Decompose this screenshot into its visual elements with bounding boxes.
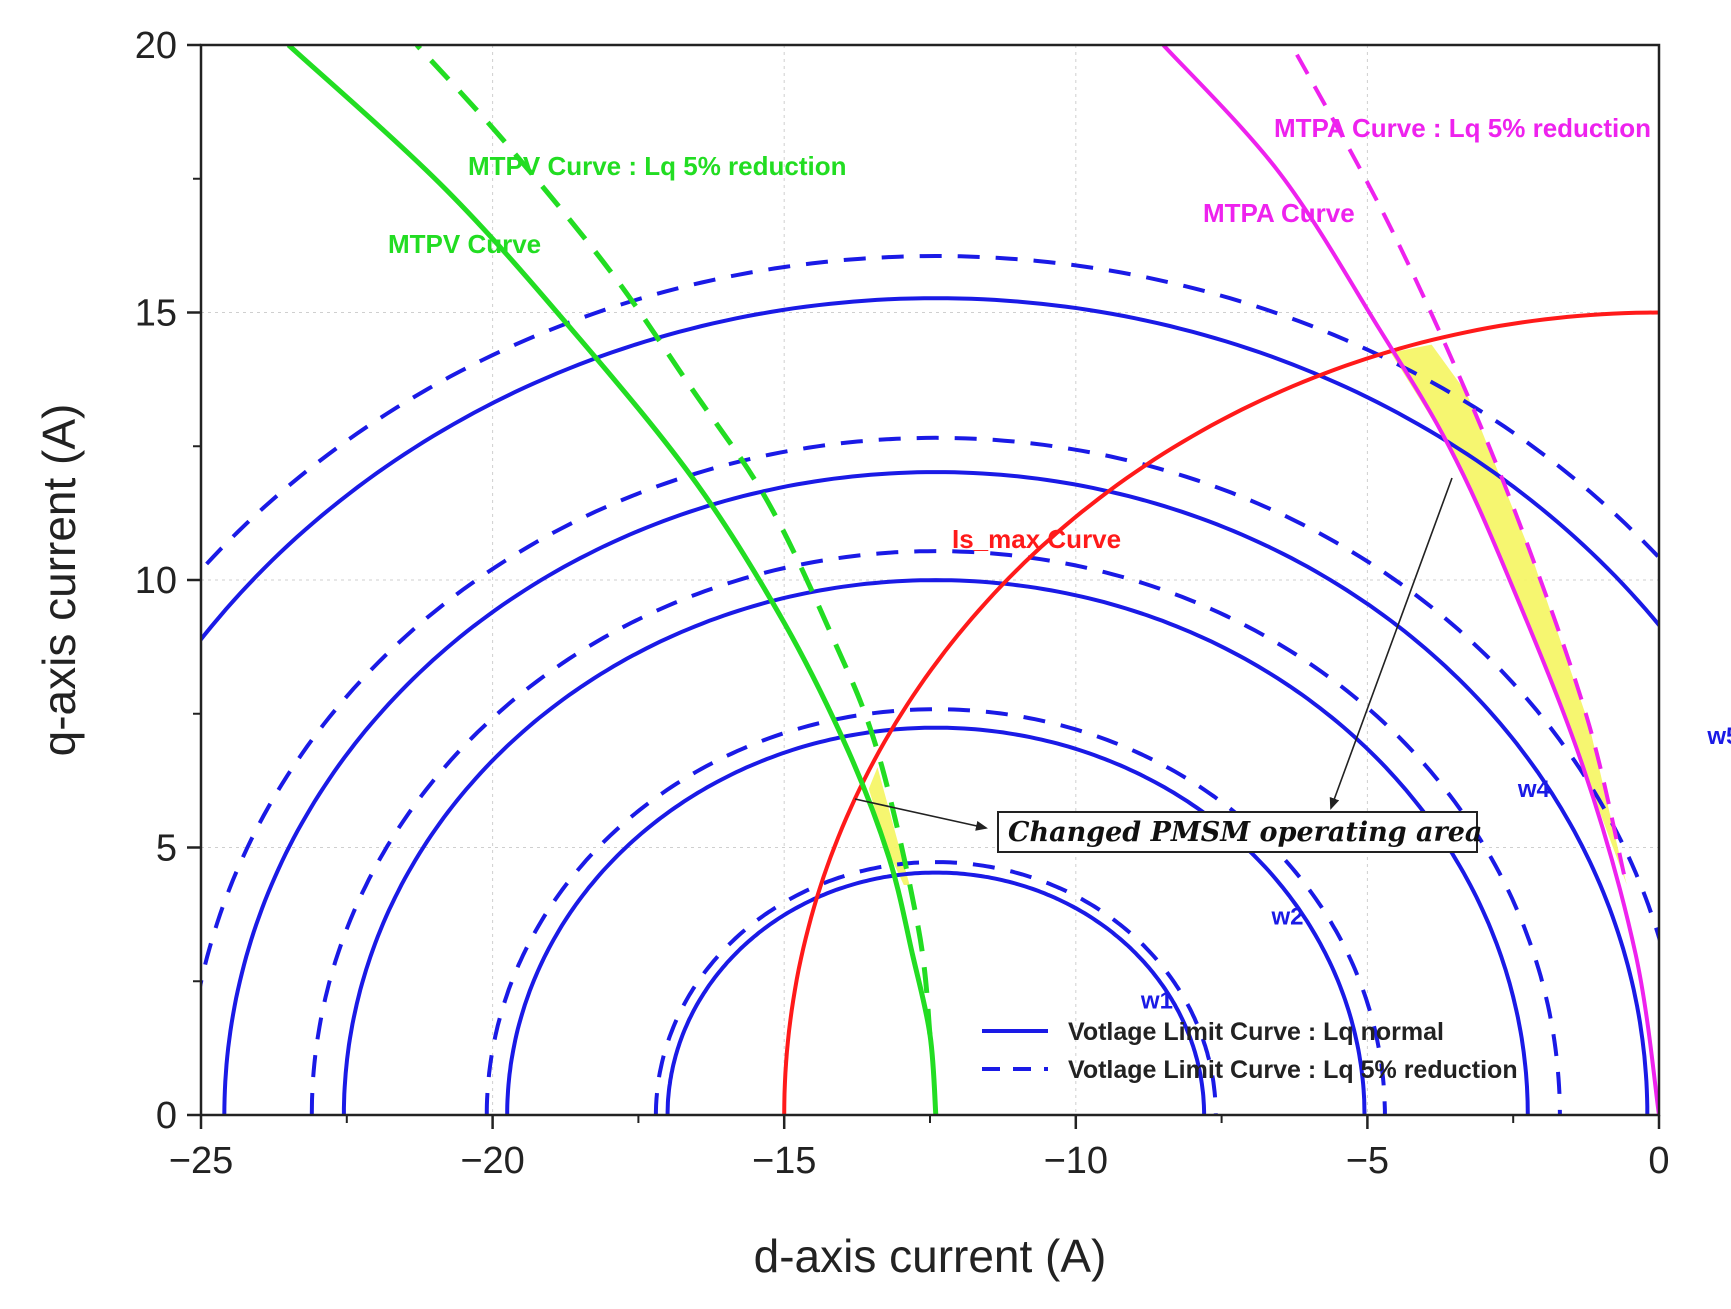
y-tick-label-0: 0	[156, 1095, 177, 1137]
x-tick-label-1: −20	[460, 1140, 524, 1182]
legend: Votlage Limit Curve : Lq normal Votlage …	[982, 1018, 1518, 1084]
operating-area-callout: Changed PMSM operating area	[854, 477, 1482, 853]
speed-label-w2: w2	[1270, 903, 1303, 930]
y-tick-label-1: 5	[156, 828, 177, 870]
speed-label-w1: w1	[1140, 988, 1173, 1015]
voltage-limit-normal-w2	[505, 725, 1367, 1115]
x-tick-labels: −25 −20 −15 −10 −5 0	[169, 1140, 1670, 1182]
x-tick-label-3: −10	[1044, 1140, 1108, 1182]
mtpa-reduced-label: MTPA Curve : Lq 5% reduction	[1274, 113, 1651, 143]
y-tick-label-3: 15	[135, 293, 177, 335]
y-tick-labels: 0 5 10 15 20	[135, 25, 177, 1137]
callout-box	[997, 811, 1478, 853]
operating-area-mtpv-fill	[868, 767, 910, 885]
mtpa-curve	[1161, 45, 1659, 1115]
y-tick-label-4: 20	[135, 25, 177, 67]
mtpv-curve-reduced	[414, 45, 933, 1036]
callout-text: Changed PMSM operating area	[1008, 817, 1482, 848]
voltage-limit-normal-w4	[222, 470, 1650, 1115]
y-tick-label-2: 10	[135, 560, 177, 602]
mtpv-label: MTPV Curve	[388, 229, 541, 259]
x-axis-title: d-axis current (A)	[754, 1230, 1107, 1282]
voltage-limit-reduced-w5	[201, 253, 1659, 574]
speed-label-w4: w4	[1517, 776, 1551, 803]
callout-arrow-right	[1329, 477, 1453, 810]
voltage-limit-normal-w5	[201, 296, 1659, 643]
callout-arrow-left	[854, 798, 988, 831]
is-max-curve	[782, 310, 1659, 1115]
x-tick-label-5: 0	[1648, 1140, 1669, 1182]
is-max-label: Is_max Curve	[952, 524, 1121, 554]
speed-label-w5: w5	[1706, 723, 1731, 750]
operating-area-mtpa-fill	[1390, 344, 1627, 886]
mtpv-reduced-label: MTPV Curve : Lq 5% reduction	[468, 151, 847, 181]
voltage-limit-reduced-w4	[201, 435, 1659, 992]
voltage-limit-normal-w1	[665, 870, 1207, 1115]
x-tick-label-4: −5	[1346, 1140, 1389, 1182]
voltage-limit-reduced-w1	[653, 860, 1218, 1115]
mtpv-curve	[286, 45, 939, 1115]
mtpa-label: MTPA Curve	[1203, 198, 1355, 228]
x-tick-label-0: −25	[169, 1140, 233, 1182]
operating-area-fills	[868, 344, 1627, 886]
x-tick-label-2: −15	[752, 1140, 816, 1182]
axis-ticks	[187, 43, 1661, 1129]
legend-solid-label: Votlage Limit Curve : Lq normal	[1068, 1018, 1444, 1046]
y-axis-title: q-axis current (A)	[33, 404, 85, 757]
mtpa-curve-reduced	[1289, 45, 1626, 875]
speed-labels: w1w2w3w4w5	[1140, 723, 1731, 1015]
legend-dashed-label: Votlage Limit Curve : Lq 5% reduction	[1068, 1056, 1518, 1084]
voltage-limit-reduced-w2	[484, 707, 1387, 1115]
